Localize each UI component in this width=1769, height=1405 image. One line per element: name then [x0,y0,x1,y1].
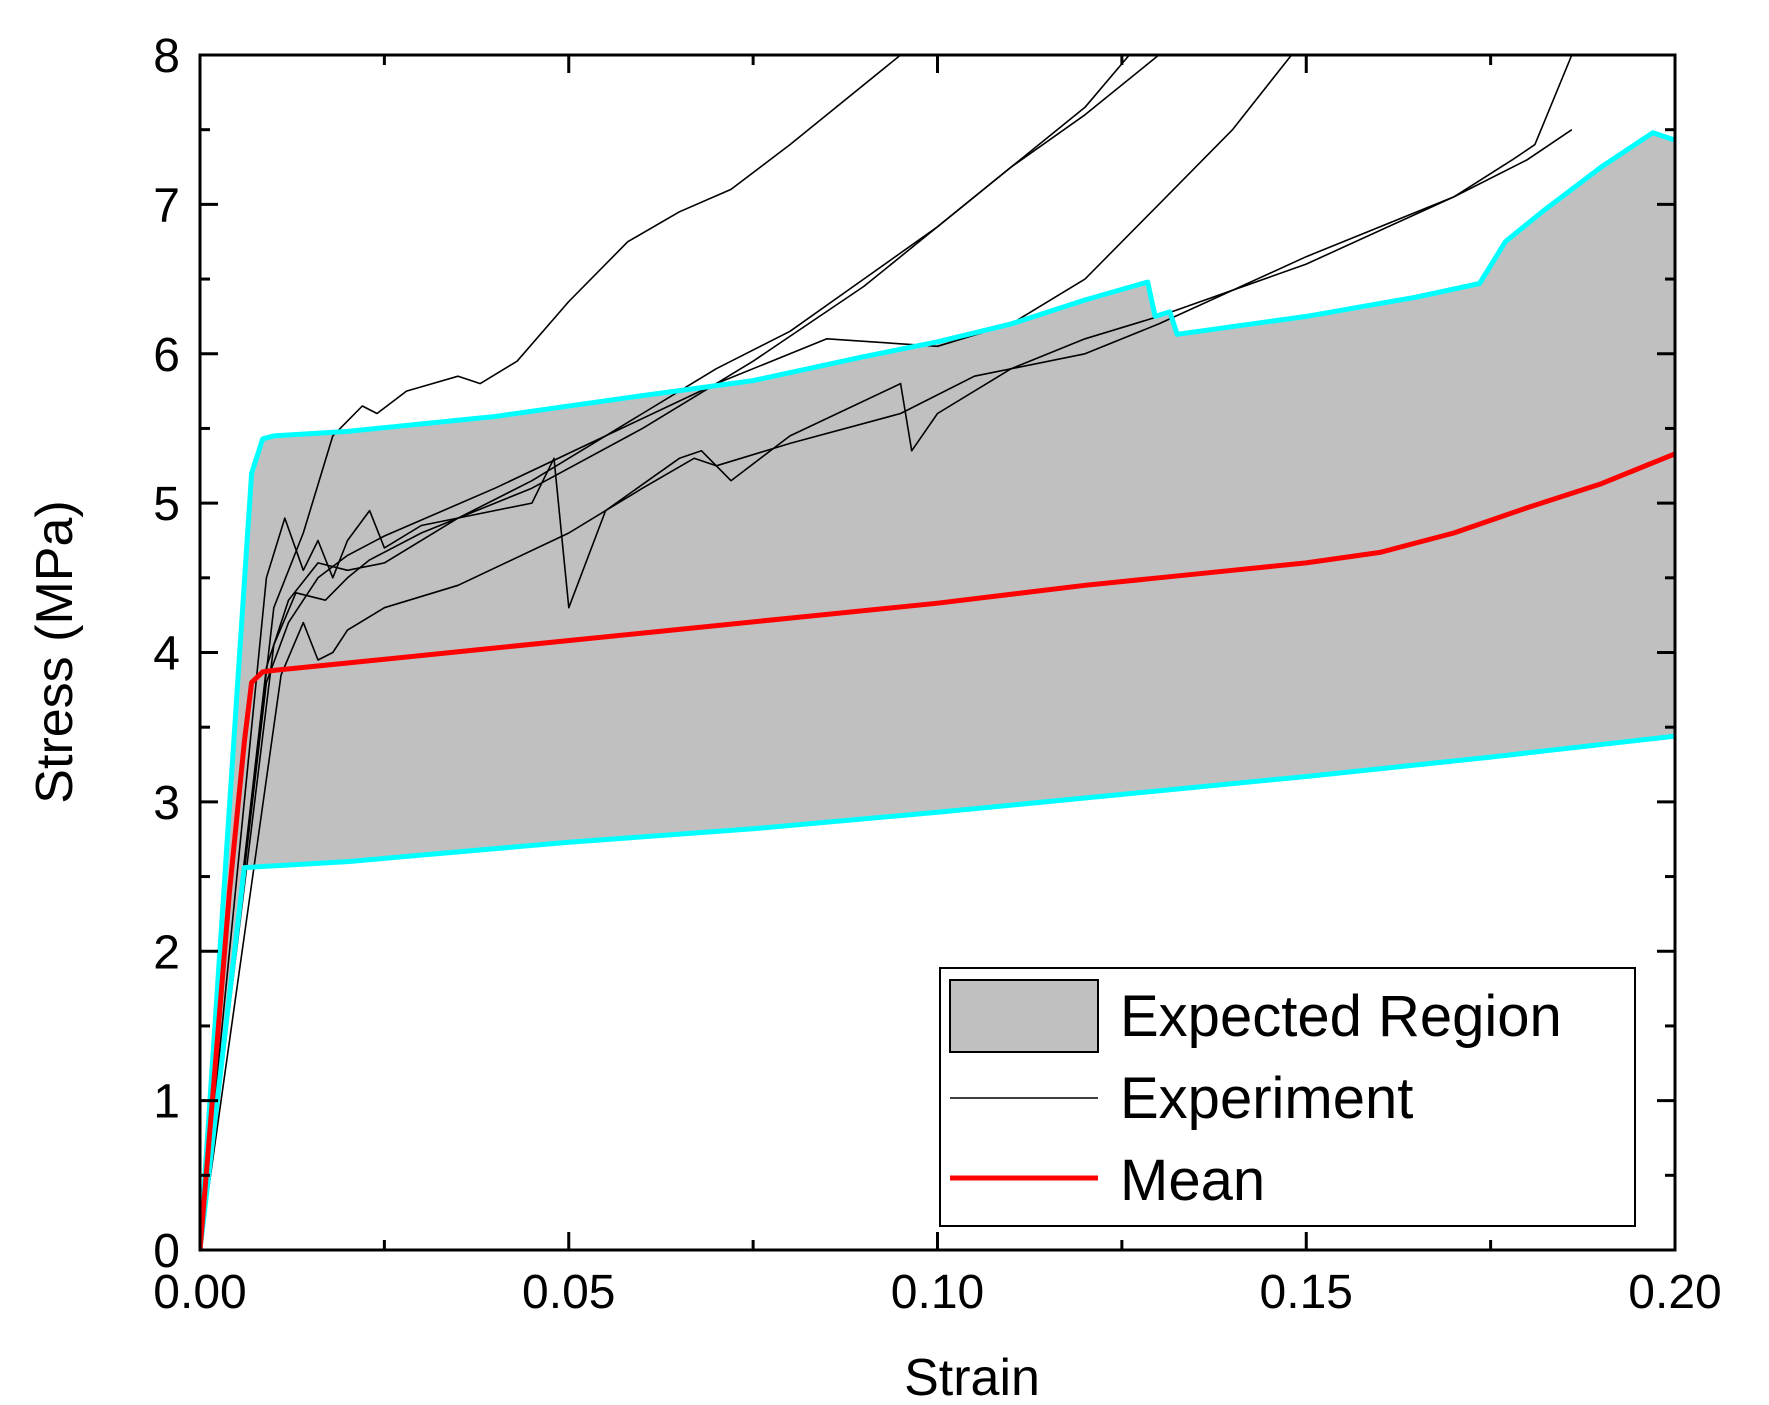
experiment-line-2 [200,55,902,1250]
x-tick-label: 0.05 [522,1266,615,1319]
legend-label-expected-region: Expected Region [1120,984,1562,1049]
x-axis-ticks [198,55,1677,1250]
x-tick-label: 0.10 [891,1266,984,1319]
legend-swatch-expected-region [949,979,1099,1053]
x-axis-tick-labels: 0.00 0.05 0.10 0.15 0.20 [153,1266,1721,1319]
y-tick-label: 6 [153,329,180,382]
y-axis-tick-labels: 0 1 2 3 4 5 6 7 8 [153,30,180,1278]
y-tick-label: 1 [153,1076,180,1129]
mean-line [200,451,1675,1250]
experiment-line-6 [200,129,1573,1250]
y-tick-label: 2 [153,926,180,979]
plot-area [200,55,1675,1250]
x-tick-label: 0.00 [153,1266,246,1319]
expected-region-fill [200,132,1675,1250]
y-tick-label: 0 [153,1225,180,1278]
legend-label-experiment: Experiment [1120,1066,1413,1131]
y-tick-label: 7 [153,179,180,232]
y-tick-label: 5 [153,478,180,531]
expected-region-upper-boundary [200,130,1675,1250]
legend-label-mean: Mean [1120,1148,1265,1213]
y-tick-label: 4 [153,628,180,681]
y-tick-label: 8 [153,30,180,83]
expected-region-lower-boundary [200,733,1675,1250]
x-tick-label: 0.15 [1260,1266,1353,1319]
y-tick-label: 3 [153,777,180,830]
experiment-series-group [200,55,1573,1250]
legend: Expected Region Experiment Mean [939,967,1636,1227]
y-axis-title: Stress (MPa) [26,500,84,803]
x-tick-label: 0.20 [1628,1266,1721,1319]
y-axis-ticks [200,53,1675,1252]
x-axis-title: Strain [904,1349,1040,1405]
experiment-line-5 [200,55,1293,1250]
